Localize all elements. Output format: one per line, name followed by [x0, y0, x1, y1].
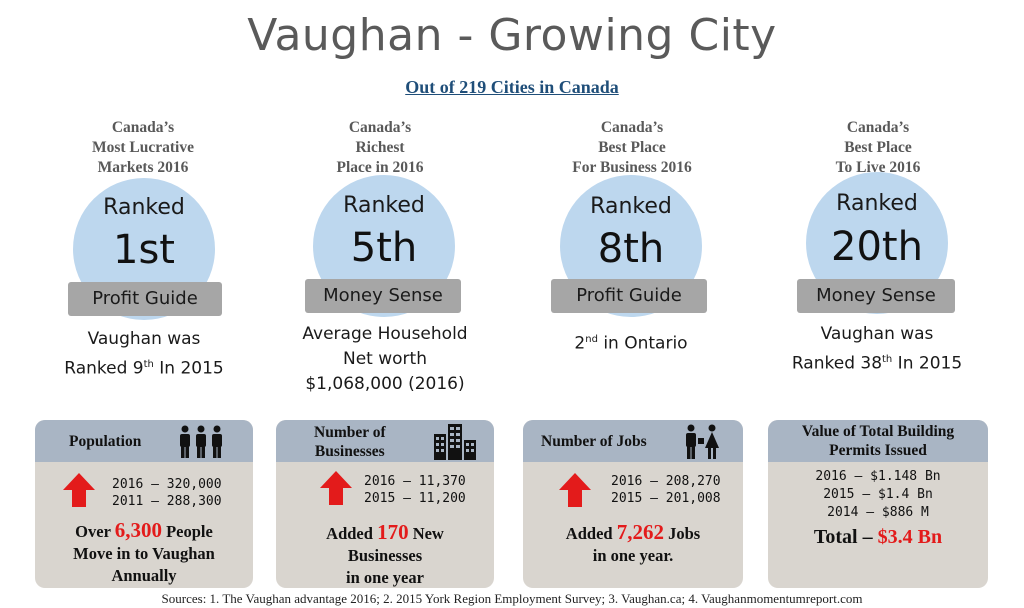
population-summary: Over 6,300 People Move in to Vaughan Ann…	[73, 518, 215, 585]
jobs-summary: Added 7,262 Jobs in one year.	[565, 520, 701, 565]
businesses-values: 2016 – 11,370 2015 – 11,200	[364, 474, 466, 506]
ranking-category-2: Canada’s Richest Place in 2016	[336, 119, 424, 176]
rank-value-4: 20th	[831, 224, 923, 270]
ranked-label-4: Ranked	[836, 191, 918, 216]
ranking-category-3: Canada’s Best Place For Business 2016	[572, 119, 692, 176]
rank-value-2: 5th	[350, 225, 418, 271]
page-subtitle: Out of 219 Cities in Canada	[405, 77, 619, 97]
jobs-values: 2016 – 208,270 2015 – 201,008	[611, 474, 721, 506]
businesses-card: Number of Businesses 2016 – 11,370 2015 – …	[276, 420, 494, 588]
jobs-card-header: Number of Jobs	[523, 420, 743, 462]
sources-footer: Sources: 1. The Vaughan advantage 2016; …	[161, 591, 863, 606]
population-values: 2016 – 320,000 2011 – 288,300	[112, 477, 222, 509]
ranked-label-2: Ranked	[343, 193, 425, 218]
permits-card: Value of Total Building Permits Issued 20…	[768, 420, 988, 588]
rank-source-3: Profit Guide	[551, 279, 707, 313]
people-icon	[180, 425, 222, 458]
ranked-label-1: Ranked	[103, 195, 185, 220]
rank-source-1: Profit Guide	[68, 282, 222, 316]
population-card: Population 2016 – 320,000 2011 – 288,300 …	[35, 420, 253, 588]
permits-total: Total – $3.4 Bn	[813, 526, 943, 548]
permits-card-header: Value of Total Building Permits Issued	[768, 420, 988, 462]
up-arrow-icon	[559, 473, 591, 507]
jobs-card: Number of Jobs 2016 – 208,270 2015 – 201,…	[523, 420, 743, 588]
permits-values: 2016 – $1.148 Bn 2015 – $1.4 Bn 2014 – $88…	[815, 469, 941, 520]
rank-note-4: Vaughan was Ranked 38th In 2015	[791, 324, 963, 374]
buildings-icon	[434, 424, 476, 460]
rank-value-1: 1st	[113, 227, 175, 273]
workers-icon	[686, 424, 719, 459]
rank-value-3: 8th	[597, 226, 665, 272]
population-card-header: Population	[35, 420, 253, 462]
businesses-card-header: Number of Businesses	[276, 420, 494, 462]
up-arrow-icon	[63, 473, 95, 507]
up-arrow-icon	[320, 471, 352, 505]
page-title: Vaughan - Growing City	[247, 10, 777, 61]
permits-label: Value of Total Building Permits Issued	[801, 423, 955, 459]
ranking-category-1: Canada’s Most Lucrative Markets 2016	[91, 119, 194, 176]
businesses-label: Number of Businesses	[314, 424, 386, 460]
rank-source-2: Money Sense	[305, 279, 461, 313]
rank-note-3: 2nd in Ontario	[574, 333, 688, 354]
jobs-label: Number of Jobs	[541, 433, 647, 450]
rank-source-4: Money Sense	[797, 279, 955, 313]
businesses-summary: Added 170 New Businesses in one year	[326, 520, 444, 587]
rank-note-1: Vaughan was Ranked 9th In 2015	[64, 329, 224, 379]
rank-note-2: Average Household Net worth $1,068,000 (…	[302, 324, 468, 394]
population-label: Population	[69, 433, 142, 450]
ranked-label-3: Ranked	[590, 194, 672, 219]
ranking-category-4: Canada’s Best Place To Live 2016	[835, 119, 921, 176]
